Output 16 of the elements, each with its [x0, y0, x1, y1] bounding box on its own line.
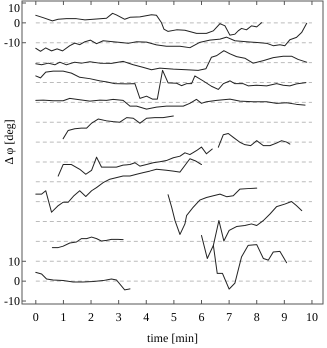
y-tick-label: -10 — [4, 294, 20, 308]
x-tick-label: 7 — [226, 310, 232, 324]
y-tick-label: 0 — [14, 274, 20, 288]
x-tick-label: 0 — [32, 310, 39, 324]
x-tick-label: 4 — [143, 310, 150, 324]
x-tick-label: 5 — [170, 310, 177, 324]
x-tick-label: 8 — [254, 310, 260, 324]
x-tick-label: 1 — [60, 310, 66, 324]
y2-axis-title: Δ φ [deg] — [2, 119, 16, 165]
x-tick-label: 2 — [88, 310, 94, 324]
x-axis-title: time [min] — [147, 331, 198, 345]
y-tick-label: 10 — [8, 254, 20, 268]
x-tick-label: 3 — [116, 310, 122, 324]
x-tick-label: 9 — [281, 310, 288, 324]
x-tick-label: 10 — [306, 310, 318, 324]
x-tick-label: 6 — [198, 310, 204, 324]
